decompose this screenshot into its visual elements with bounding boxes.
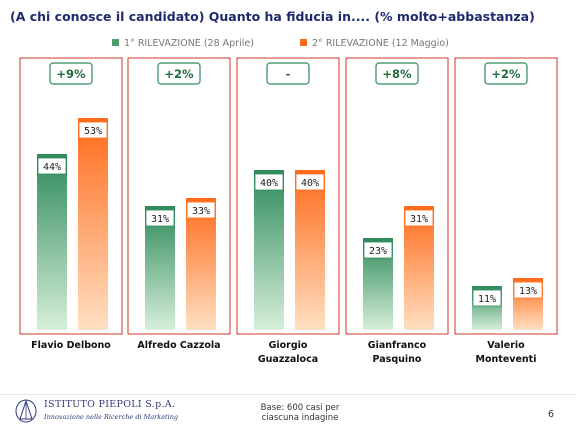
value-label-box-first-4 [363, 241, 393, 259]
value-label-first-3: 40% [260, 178, 278, 189]
logo-icon [15, 399, 37, 423]
category-label-4-line-1: Gianfranco [368, 340, 427, 351]
category-label-2: Alfredo Cazzola [137, 340, 220, 351]
value-label-box-second-3 [295, 173, 325, 191]
bar-first-3 [254, 170, 284, 330]
change-label-3: - [286, 67, 291, 81]
value-label-box-first-1 [37, 157, 67, 175]
panel-4 [345, 57, 449, 335]
change-badge-2 [157, 62, 201, 85]
sample-note: Base: 600 casi per ciascuna indagine [250, 403, 350, 423]
chart-title: (A chi conosce il candidato) Quanto ha f… [10, 9, 535, 24]
panel-2 [127, 57, 231, 335]
value-label-second-2: 33% [192, 206, 210, 217]
value-label-box-first-3 [254, 173, 284, 191]
bar-second-3 [295, 170, 325, 330]
bar-second-2 [186, 198, 216, 330]
category-label-4-line-2: Pasquino [373, 354, 422, 365]
change-label-2: +2% [164, 67, 194, 81]
sample-note-line-2: ciascuna indagine [261, 413, 339, 423]
bar-first-2 [145, 206, 175, 330]
sample-note-line-1: Base: 600 casi per [260, 403, 340, 413]
category-label-3-line-1: Giorgio [269, 340, 308, 351]
legend-item-second: 2° RILEVAZIONE (12 Maggio) [300, 38, 449, 49]
panel-5 [454, 57, 558, 335]
value-label-box-second-2 [186, 201, 216, 219]
logo: ISTITUTO PIEPOLI S.p.A. Innovazione nell… [14, 397, 184, 427]
logo-tagline: Innovazione nelle Ricerche di Marketing [44, 413, 179, 421]
legend-swatch-second [300, 39, 307, 46]
change-label-1: +9% [56, 67, 86, 81]
bar-first-1 [37, 154, 67, 330]
value-label-box-second-1 [78, 121, 108, 139]
value-label-box-second-5 [513, 281, 543, 299]
legend-swatch-first [112, 39, 119, 46]
change-label-4: +8% [382, 67, 412, 81]
page-number: 6 [548, 409, 555, 420]
bar-second-4 [404, 206, 434, 330]
change-badge-1 [49, 62, 93, 85]
bar-second-1 [78, 118, 108, 330]
value-label-first-4: 23% [369, 246, 387, 257]
category-label-5-line-2: Monteventi [476, 354, 537, 365]
category-label-1: Flavio Delbono [31, 340, 111, 351]
value-label-second-3: 40% [301, 178, 319, 189]
value-label-second-5: 13% [519, 286, 537, 297]
panel-3 [236, 57, 340, 335]
legend-item-first: 1° RILEVAZIONE (28 Aprile) [112, 38, 254, 49]
value-label-first-2: 31% [151, 214, 169, 225]
value-label-box-first-5 [472, 289, 502, 307]
legend-label-first: 1° RILEVAZIONE (28 Aprile) [124, 38, 254, 49]
change-badge-5 [484, 62, 528, 85]
value-label-second-4: 31% [410, 214, 428, 225]
panel-1 [19, 57, 123, 335]
legend: 1° RILEVAZIONE (28 Aprile) 2° RILEVAZION… [0, 38, 576, 52]
logo-name: ISTITUTO PIEPOLI S.p.A. [44, 399, 176, 410]
category-label-3-line-2: Guazzaloca [258, 354, 318, 365]
change-badge-4 [375, 62, 419, 85]
change-badge-3 [266, 62, 310, 85]
value-label-box-second-4 [404, 209, 434, 227]
footer-divider [0, 394, 576, 395]
bar-chart: +9% 44% 53% Flavio Delbono +2% 31% 33% Alfredo … [19, 57, 558, 365]
legend-label-second: 2° RILEVAZIONE (12 Maggio) [312, 38, 449, 49]
value-label-second-1: 53% [84, 126, 102, 137]
value-label-box-first-2 [145, 209, 175, 227]
category-label-5-line-1: Valerio [487, 340, 525, 351]
value-label-first-1: 44% [43, 162, 61, 173]
change-label-5: +2% [491, 67, 521, 81]
value-label-first-5: 11% [478, 294, 496, 305]
